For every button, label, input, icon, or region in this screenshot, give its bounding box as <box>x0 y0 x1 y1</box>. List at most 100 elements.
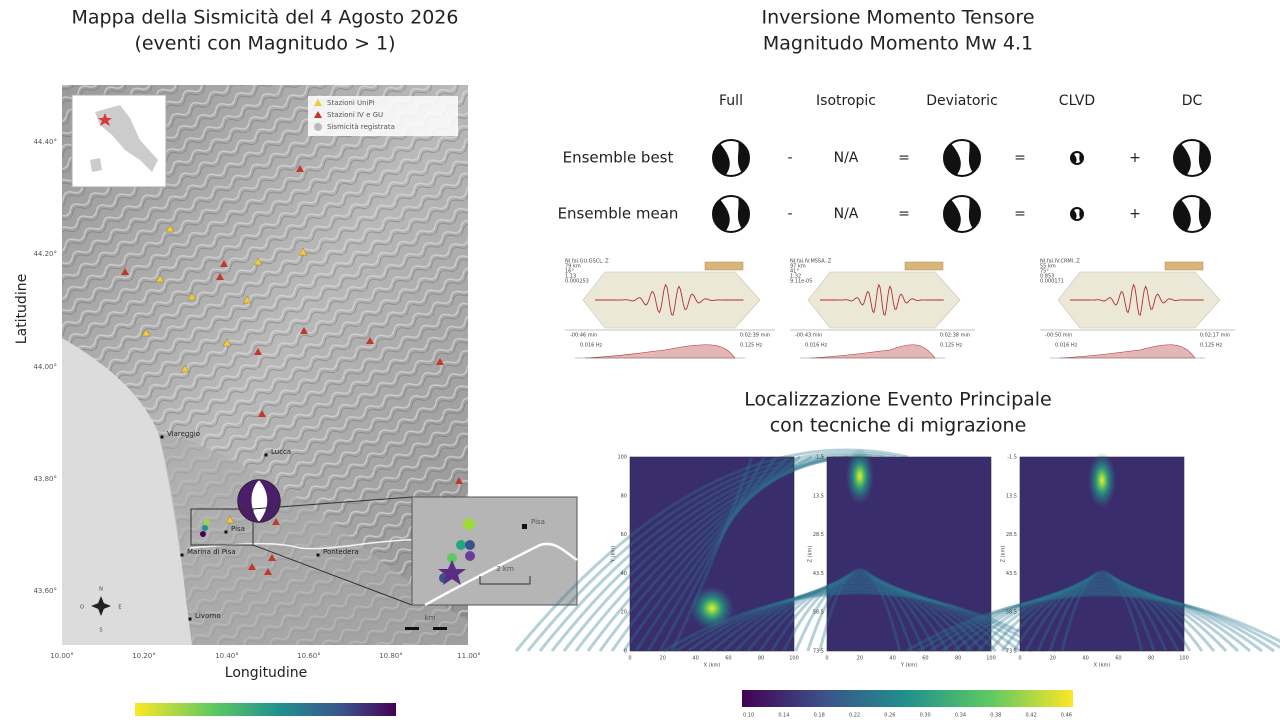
colorbar-tick-label: 0.42 <box>1026 713 1037 719</box>
operator: = <box>1014 150 1026 166</box>
heatmap-arc <box>646 456 778 652</box>
heatmap-arc <box>964 584 1240 653</box>
heatmap: 0 20 40 60 80 100 -1.5 13.5 28.5 43.5 58.5 73.5 Y (k… <box>663 448 1057 669</box>
legend <box>308 96 458 136</box>
heatmap-arc <box>988 580 1216 652</box>
row-label: Ensemble best <box>563 149 674 167</box>
x-tick-label: 20 <box>857 656 863 662</box>
station-info: 16° <box>565 269 574 275</box>
heatmap-arc <box>514 448 909 652</box>
heatmap: 0 20 40 60 80 100 -1.5 13.5 28.5 43.5 58.5 73.5 X (k… <box>905 452 1280 669</box>
heatmap-arc <box>674 589 1045 653</box>
x-tick-label: 100 <box>986 656 996 662</box>
envelope <box>1057 271 1221 329</box>
heatmap-arc <box>1060 570 1144 652</box>
mig-title: Localizzazione Evento Principale <box>744 389 1052 411</box>
legend-unipi <box>314 99 322 106</box>
town-marker <box>180 553 184 557</box>
freq-label: 0.016 Hz <box>805 343 828 349</box>
ball-quadrant <box>1174 143 1191 176</box>
heatmap-arc <box>663 591 1057 653</box>
operator: N/A <box>834 150 859 166</box>
event <box>202 525 208 531</box>
colorbar-tick-label: 0.38 <box>990 713 1001 719</box>
x-tick-label: 60 <box>725 656 731 662</box>
row-label: Ensemble mean <box>558 205 679 223</box>
y-tick-label: 43.60° <box>33 587 57 595</box>
y-axis-label: Z (km) <box>808 546 814 563</box>
plain <box>158 432 468 645</box>
place-label: Pontedera <box>323 548 359 556</box>
column-header: CLVD <box>1059 93 1095 109</box>
ball-quadrant <box>737 197 749 229</box>
x-axis-label: X (km) <box>704 663 721 669</box>
x-tick-label: 11.00° <box>457 652 481 660</box>
heatmap-arc <box>538 453 885 652</box>
colorbar-tick-label: 0.26 <box>884 713 895 719</box>
envelope <box>582 271 761 329</box>
station-unipi <box>222 338 232 347</box>
station-info: 79 km <box>565 264 581 270</box>
operator: = <box>898 206 910 222</box>
station-iv <box>272 518 280 525</box>
inset-scale <box>479 576 531 585</box>
places: Viareggio Lucca Pisa Marina di Pisa Ponteder… <box>160 430 359 621</box>
y-tick-label: 43.5 <box>813 571 824 577</box>
freq-label: 0.125 Hz <box>940 343 963 349</box>
migration-panels: 0 20 40 60 80 100 100 80 60 40 20 0 X (km) Y (km) 0 20 4… <box>514 448 1280 669</box>
spectrum <box>1059 344 1196 359</box>
spectrum <box>584 344 736 359</box>
heatmap-arc <box>917 591 1280 653</box>
station-unipi <box>242 295 252 304</box>
x-tick-label: 40 <box>692 656 698 662</box>
beachball <box>237 479 281 523</box>
heatmap-arc <box>794 572 926 652</box>
heatmap-arc <box>941 588 1263 653</box>
y-tick-label: 0 <box>624 649 627 655</box>
operator: - <box>787 206 792 222</box>
window-marker <box>1164 261 1204 271</box>
y-axis-label: Y (km) <box>611 546 617 563</box>
freq-label: 0.016 Hz <box>580 343 603 349</box>
freq-label: 0.016 Hz <box>1055 343 1078 349</box>
ball-quadrant <box>1079 208 1083 219</box>
ball-quadrant <box>1198 197 1210 229</box>
operator: N/A <box>834 206 859 222</box>
station-iv <box>258 410 266 417</box>
stations <box>121 165 463 575</box>
heatmap-arc <box>758 577 962 652</box>
operator: = <box>1014 206 1026 222</box>
beachball <box>712 139 750 177</box>
heatmap-arc <box>710 584 1009 653</box>
beachball <box>943 195 981 233</box>
x-tick-label: 100 <box>789 656 799 662</box>
trace <box>1070 283 1204 316</box>
x-tick-label: 60 <box>1115 656 1121 662</box>
map-title: Mappa della Sismicità del 4 Agosto 2026 <box>72 7 459 29</box>
scale-bar <box>433 627 447 630</box>
y-tick-label: 73.5 <box>1006 649 1017 655</box>
event <box>465 551 475 561</box>
x-tick-label: 0 <box>628 656 631 662</box>
heatmap-arc <box>782 573 938 652</box>
colorbar-tick-label: 0.14 <box>778 713 789 719</box>
x-tick-label: 10.20° <box>132 652 156 660</box>
station-unipi <box>141 328 151 337</box>
ball-quadrant <box>1174 199 1191 232</box>
station-info: 0.853 <box>1040 274 1054 280</box>
station-iv <box>248 563 256 570</box>
y-tick-label: -1.5 <box>814 455 824 461</box>
heatmap-peak <box>690 586 734 631</box>
station-info: 1.13 <box>565 274 576 280</box>
station-info: 97 km <box>790 264 806 270</box>
compass-label: O <box>80 605 84 611</box>
time-label: -00:50 min <box>1045 333 1072 339</box>
town-marker <box>522 524 527 529</box>
ball-quadrant <box>944 199 961 232</box>
event <box>456 540 466 550</box>
town-marker <box>264 453 268 457</box>
heatmap: 0 20 40 60 80 100 100 80 60 40 20 0 X (km) Y (km) <box>514 448 909 669</box>
beachball <box>1070 151 1084 165</box>
